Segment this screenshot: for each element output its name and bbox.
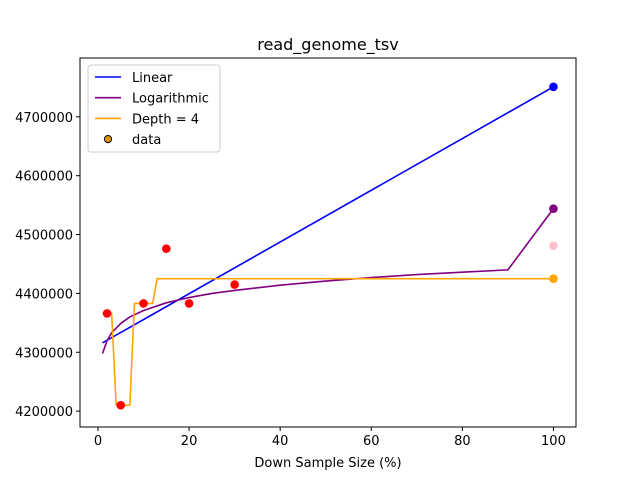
data-point [139,299,148,308]
y-tick-label: 4700000 [15,111,73,126]
x-tick-label: 0 [94,434,102,449]
data-point [162,244,171,253]
data-point [230,280,239,289]
data-point [102,309,112,318]
x-tick-label: 20 [181,434,198,449]
series-line-logarithmic [101,208,555,354]
legend-label-logarithmic: Logarithmic [132,92,209,107]
legend-box [87,64,221,153]
x-axis-label: Down Sample Size (%) [254,456,401,471]
x-tick-label: 80 [454,434,471,449]
data-point [549,204,558,213]
legend: Linear Logarithmic Depth = 4 data [87,64,221,153]
axes-frame [79,57,577,428]
y-tick-label: 4400000 [15,287,73,302]
x-tick-label: 100 [541,434,566,449]
data-point [549,82,558,92]
data-point [549,274,558,283]
x-tick-label: 60 [363,434,380,449]
x-tick-label: 40 [272,434,289,449]
y-tick-label: 4200000 [15,405,73,420]
legend-label-depth-4: Depth = 4 [132,112,199,127]
y-tick-label: 4600000 [15,170,73,185]
y-tick-label: 4300000 [15,346,73,361]
data-point [549,241,558,251]
chart-title: read_genome_tsv [257,35,398,55]
data-point [116,400,126,410]
legend-label-linear: Linear [132,71,173,86]
data-point [184,299,194,308]
scatter-points [102,82,558,410]
plot-area [101,82,558,410]
legend-label-data: data [132,133,161,148]
axes: 0 20 40 60 80 100 4200000 4300000 4400000 4500000… [15,57,577,449]
y-tick-label: 4500000 [15,229,73,244]
legend-swatch-data [103,135,113,144]
